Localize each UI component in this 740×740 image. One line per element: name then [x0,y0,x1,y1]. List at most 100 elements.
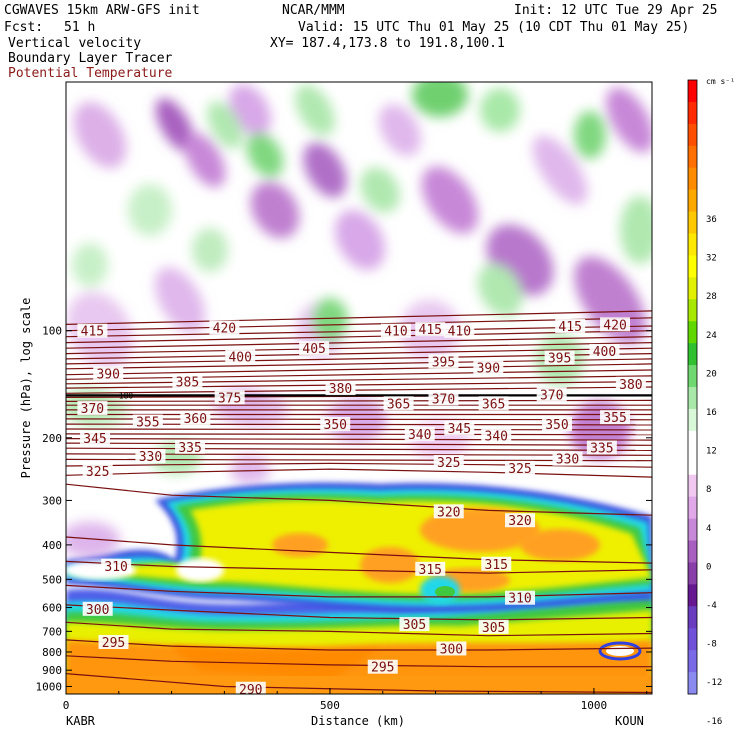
theta-contour-line [66,604,652,621]
colorbar-frame [687,79,698,695]
theta-label: 385 [176,376,199,391]
forecast-hour: 51 h [64,20,96,35]
colorbar-swatch [688,540,697,563]
theta-contour-line [66,462,652,468]
colorbar-label: 36 [706,215,717,225]
colorbar-swatch [688,430,697,454]
theta-label: 340 [408,428,431,443]
theta-label: 420 [603,318,626,333]
theta-label-bg [209,320,240,335]
y-axis: 100 200 300 400 500 600 700 800 900 1000 [36,325,652,693]
colorbar-unit: cm s⁻¹ [706,77,735,86]
theta-label: 340 [485,429,508,444]
theta-label: 295 [371,661,394,676]
theta-label-bg [433,504,464,519]
theta-label-bg [444,421,475,436]
theta-label-bg [299,341,330,356]
colorbar-swatch [688,101,697,125]
theta-label-bg [325,381,356,396]
theta-contour-line [66,381,652,389]
theta-label: 420 [213,322,236,337]
theta-label: 375 [218,391,241,406]
theta-label: 395 [432,355,455,370]
theta-label-bg [225,349,256,364]
theta-contour-line [66,342,652,355]
theta-label: 390 [96,368,119,383]
theta-contour-line [66,621,652,637]
theta-label-bg [82,464,113,479]
theta-label: 415 [419,323,442,338]
colorbar-swatch [688,650,697,673]
theta-contour-line [66,483,652,516]
colorbar-swatch [688,628,697,651]
theta-label-bg [615,376,646,391]
theta-label-bg [428,391,459,406]
theta-contour-line [66,442,652,446]
theta-label: 345 [448,422,471,437]
colorbar-swatch [688,387,697,410]
theta-label-bg [380,323,411,338]
theta-label-bg [132,414,163,429]
theta-label-bg [415,561,446,576]
theta-label-bg [433,455,464,470]
theta-label-bg [505,513,536,528]
theta-label-bg [541,417,572,432]
colorbar-swatch [688,452,697,476]
theta-label-bg [589,343,620,358]
theta-label: 330 [556,453,579,468]
theta-contour-line [66,363,652,376]
theta-label: 390 [477,362,500,377]
colorbar-swatch [688,365,697,388]
y-tick-label: 700 [42,625,62,638]
colorbar-label: 20 [706,369,717,379]
theta-label-bg [77,401,108,416]
theta-label-bg [214,390,245,405]
theta-label-bg [80,430,111,445]
theta-label: 310 [508,592,531,607]
forecast-label: Fcst: [4,20,44,35]
theta-label: 295 [102,636,125,651]
colorbar-swatch [688,606,697,629]
theta-label: 335 [590,442,613,457]
theta-label: 400 [228,350,251,365]
shaded-field: 180 415 420 410 415 410 415 420 400 405 395 390 395… [66,82,652,694]
theta-label: 325 [86,465,109,480]
theta-label: 370 [540,388,563,403]
theta-contour-line [66,325,652,338]
theta-label: 365 [482,397,505,412]
theta-contour-line [66,584,652,598]
theta-label-bg [383,396,414,411]
theta-label-bg [481,428,512,443]
theta-label-bg [536,387,567,402]
left-station-label: KABR [66,714,96,728]
y-tick-label: 400 [42,539,62,552]
theta-label: 325 [437,456,460,471]
theta-label: 300 [86,603,109,618]
colorbar-label: 32 [706,254,717,264]
theta-label: 355 [136,416,159,431]
theta-label: 310 [104,560,127,575]
colorbar-label: 24 [706,331,717,341]
colorbar-swatch [688,211,697,234]
tropopause-label: 180 [119,391,134,400]
theta-label-bg [505,460,536,475]
colorbar-label: 12 [706,447,717,457]
model-title: CGWAVES 15km ARW-GFS init [4,3,200,18]
valid-time: Valid: 15 UTC Thu 01 May 25 (10 CDT Thu … [298,20,690,35]
theta-label: 415 [558,320,581,335]
theta-label-bg [98,635,129,650]
colorbar-swatch [688,80,697,103]
colorbar-label: 28 [706,292,717,302]
theta-label: 305 [482,621,505,636]
colorbar-swatch [688,562,697,585]
theta-label-bg [135,448,166,463]
theta-label: 350 [545,418,568,433]
theta-label: 365 [387,397,410,412]
x-axis-label: Distance (km) [311,714,405,728]
theta-label-bg [473,360,504,375]
y-tick-label: 900 [42,664,62,677]
theta-contour-line [66,375,652,385]
theta-label-bg [175,439,206,454]
theta-label-bg [586,440,617,455]
colorbar-label: 16 [706,408,717,418]
